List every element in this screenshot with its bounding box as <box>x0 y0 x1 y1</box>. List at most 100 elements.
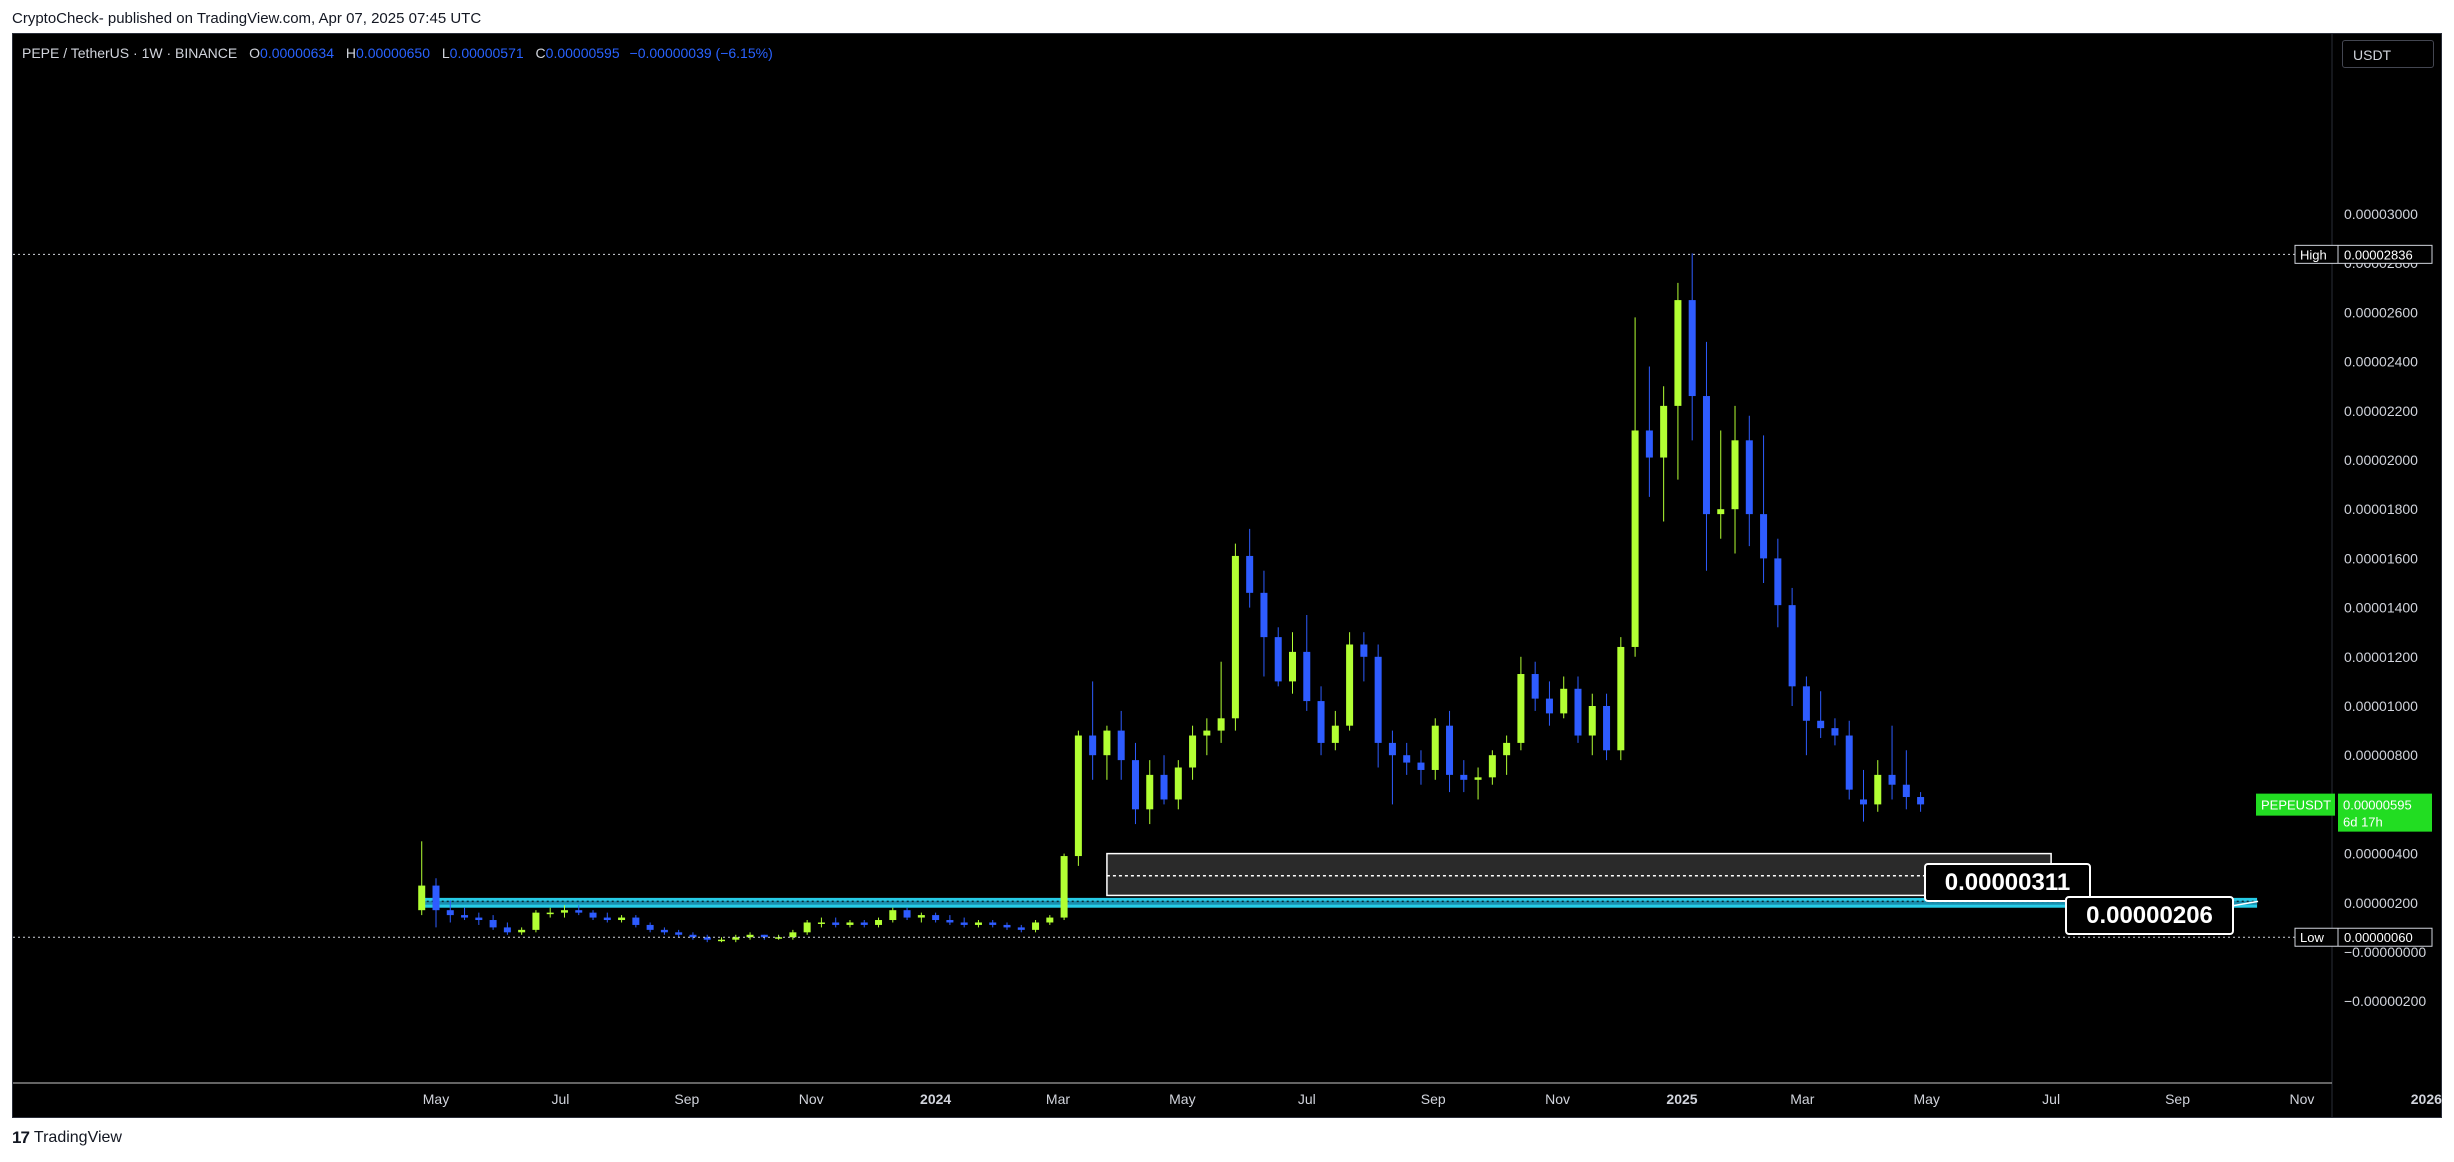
price-tick-label: 0.00000200 <box>2344 895 2418 911</box>
candle-body <box>1560 688 1568 714</box>
footer-brand[interactable]: 17 TradingView <box>12 1128 122 1148</box>
candle-body <box>632 917 640 925</box>
candle-body <box>1160 774 1168 800</box>
candle-body <box>603 917 611 921</box>
candle-body <box>1131 760 1139 810</box>
legend-low-label: L <box>441 45 450 61</box>
candle-body <box>589 912 597 918</box>
candle-body <box>903 910 911 918</box>
candle-body <box>1203 730 1211 736</box>
candle-body <box>1488 755 1496 778</box>
candle-body <box>1831 728 1839 736</box>
candle-body <box>1260 592 1268 638</box>
candle-body <box>732 937 740 940</box>
candle-body <box>1189 735 1197 768</box>
high-tag-label: High <box>2300 247 2327 262</box>
candle-body <box>432 885 440 911</box>
candle-body <box>1017 927 1025 930</box>
candle-body <box>532 912 540 930</box>
legend-close-value: 0.00000595 <box>545 45 620 61</box>
candle-body <box>1403 755 1411 763</box>
candle-body <box>489 920 497 928</box>
candle-body <box>1217 718 1225 731</box>
candle-body <box>1503 742 1511 756</box>
candle-body <box>1845 735 1853 790</box>
candle-body <box>660 929 668 933</box>
candle-body <box>646 924 654 930</box>
candle-body <box>575 910 583 913</box>
price-tick-label: 0.00001400 <box>2344 600 2418 616</box>
legend-high-value: 0.00000650 <box>356 45 430 61</box>
candle-body <box>1531 674 1539 699</box>
candle-body <box>932 915 940 921</box>
support-zone-inner <box>421 900 2258 905</box>
candle-body <box>1888 774 1896 785</box>
currency-button[interactable]: USDT <box>2342 40 2434 68</box>
candle-body <box>1774 558 1782 606</box>
candle-body <box>846 922 854 925</box>
candle-body <box>1702 396 1710 515</box>
candle-body <box>1874 774 1882 805</box>
candle-body <box>1674 300 1682 406</box>
time-tick-label: Sep <box>674 1091 699 1107</box>
price-tick-label: 0.00001200 <box>2344 649 2418 665</box>
price-tick-label: 0.00002000 <box>2344 452 2418 468</box>
candle-body <box>1417 762 1425 770</box>
candle-body <box>1103 730 1111 756</box>
candle-body <box>1574 688 1582 736</box>
ohlc-legend: PEPE / TetherUS · 1W · BINANCE O0.000006… <box>22 45 773 61</box>
candle-body <box>1745 440 1753 515</box>
candle-body <box>1231 555 1239 719</box>
candle-body <box>1603 706 1611 751</box>
time-tick-label: Nov <box>1545 1091 1570 1107</box>
legend-open-label: O <box>249 45 261 61</box>
candle-body <box>989 922 997 925</box>
candle-body <box>518 929 526 933</box>
price-tick-label: 0.00002600 <box>2344 304 2418 320</box>
time-tick-label: 2024 <box>920 1091 951 1107</box>
support-zone-callout-label: 0.00000206 <box>2086 902 2213 929</box>
candle-body <box>1046 917 1054 923</box>
candle-body <box>1717 509 1725 515</box>
time-tick-label: May <box>1913 1091 1939 1107</box>
candle-body <box>1246 555 1254 593</box>
high-tag-box <box>2294 244 2433 264</box>
candle-body <box>803 922 811 933</box>
legend-close-label: C <box>535 45 546 61</box>
low-tag-label: Low <box>2300 930 2324 945</box>
candle-body <box>1074 735 1082 857</box>
candle-body <box>1117 730 1125 761</box>
candle-body <box>1917 797 1925 805</box>
candle-body <box>618 917 626 921</box>
support-zone-callout-box <box>2065 896 2234 935</box>
legend-high-label: H <box>345 45 357 61</box>
time-tick-label: Nov <box>799 1091 824 1107</box>
candle-body <box>461 915 469 918</box>
time-tick-label: May <box>1169 1091 1195 1107</box>
candle-body <box>875 920 883 925</box>
publish-caption: CryptoCheck- published on TradingView.co… <box>12 10 482 27</box>
candle-body <box>1388 742 1396 756</box>
candle-body <box>746 934 754 938</box>
candle-body <box>1802 686 1810 721</box>
tradingview-brand: TradingView <box>33 1129 122 1146</box>
candle-body <box>1588 706 1596 736</box>
time-tick-label: Jul <box>1298 1091 1316 1107</box>
candle-body <box>860 922 868 925</box>
candle-body <box>789 932 797 938</box>
candle-body <box>1346 644 1354 726</box>
candle-body <box>1731 440 1739 510</box>
candle-body <box>917 915 925 918</box>
candle-body <box>717 939 725 942</box>
candle-body <box>1859 799 1867 805</box>
candle-body <box>1303 651 1311 702</box>
candle-body <box>974 922 982 925</box>
candle-body <box>1032 922 1040 930</box>
price-tick-label: −0.00000000 <box>2344 944 2426 960</box>
candle-body <box>1474 777 1482 780</box>
plot-area <box>418 253 2258 943</box>
time-tick-label: 2025 <box>1666 1091 1697 1107</box>
high-tag-value: 0.00002836 <box>2344 247 2413 262</box>
time-tick-label: Jul <box>2042 1091 2060 1107</box>
